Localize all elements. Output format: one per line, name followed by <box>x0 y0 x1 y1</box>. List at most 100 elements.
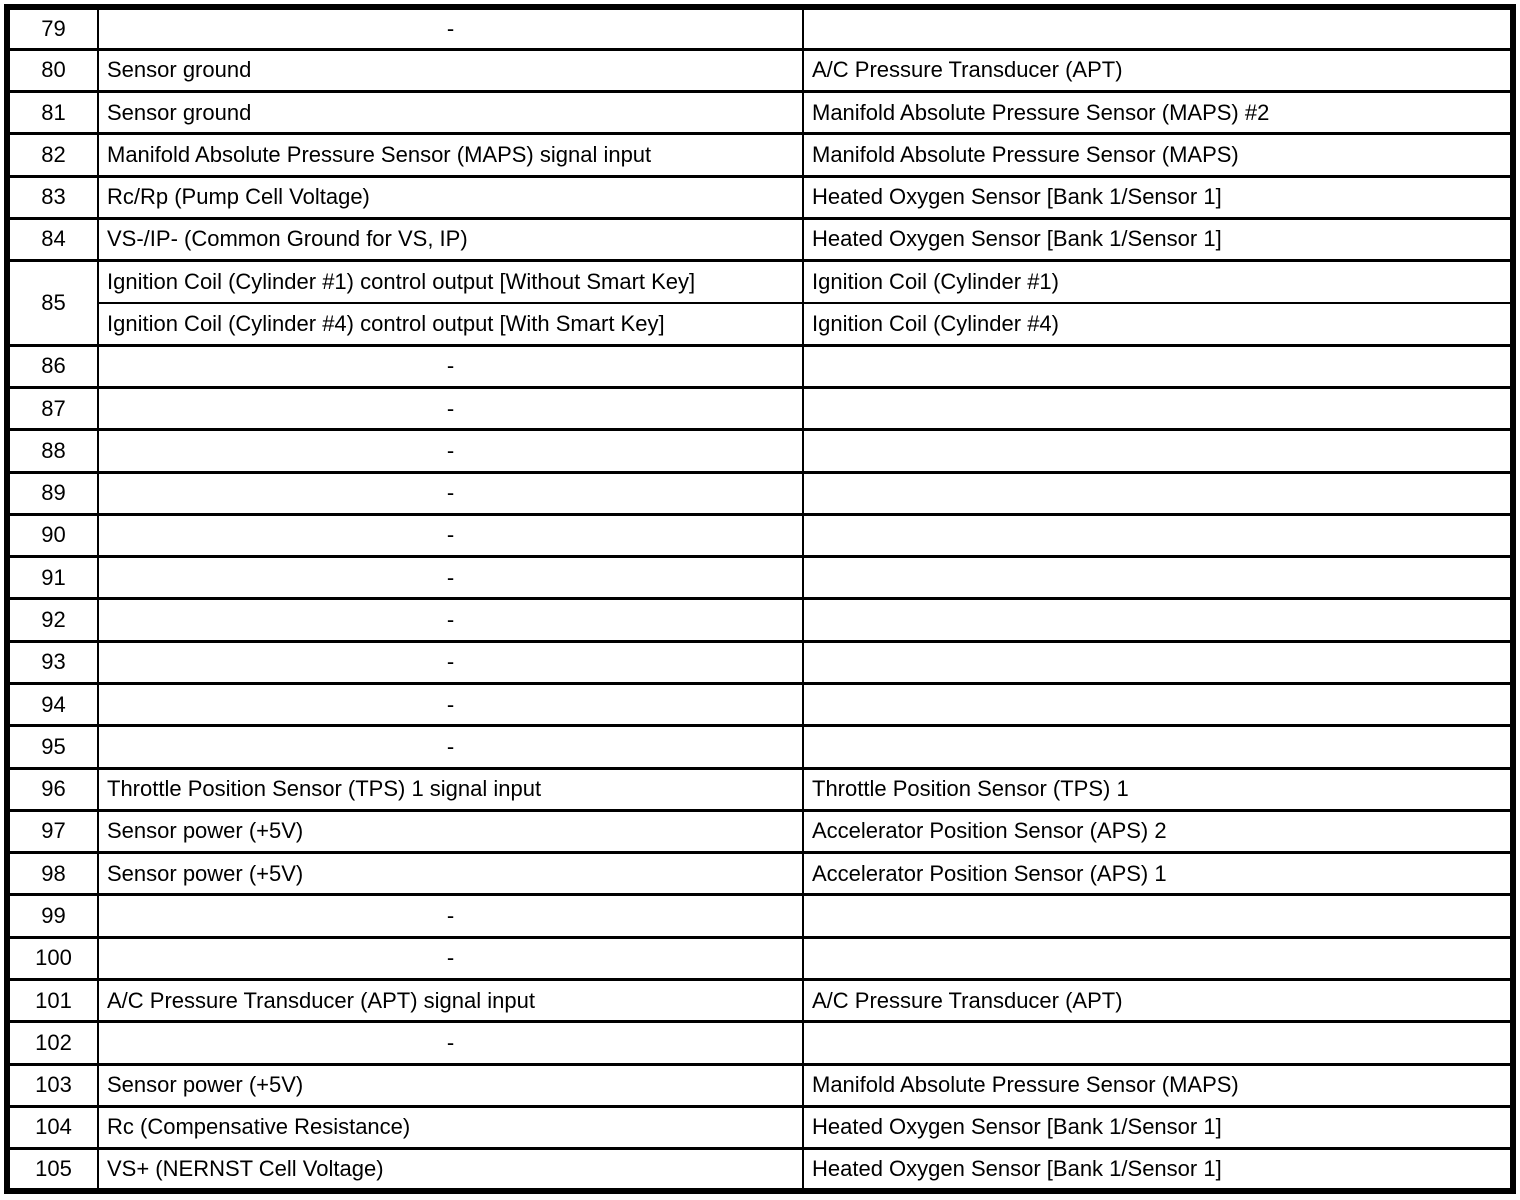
connected-to-cell: Throttle Position Sensor (TPS) 1 <box>802 766 1514 812</box>
table-row: 95 - <box>6 724 1514 770</box>
description-cell: Sensor power (+5V) <box>97 808 804 855</box>
ecu-pinout-table: 79 - 80 Sensor ground A/C Pressure Trans… <box>4 4 1516 1194</box>
pin-cell: 104 <box>6 1104 99 1151</box>
description-cell: Sensor ground <box>97 47 804 94</box>
connected-to-cell: Heated Oxygen Sensor [Bank 1/Sensor 1] <box>802 1104 1514 1151</box>
pin-cell: 102 <box>6 1020 99 1066</box>
table-row: 97 Sensor power (+5V) Accelerator Positi… <box>6 808 1514 855</box>
table-row: 85 Ignition Coil (Cylinder #1) control o… <box>6 259 1514 347</box>
description-cell: - <box>97 428 804 474</box>
description-cell: - <box>97 724 804 770</box>
connected-to-cell: A/C Pressure Transducer (APT) <box>802 977 1514 1024</box>
ecu-pinout-table-body: 79 - 80 Sensor ground A/C Pressure Trans… <box>6 5 1514 1193</box>
pin-cell: 100 <box>6 935 99 981</box>
table-row: 86 - <box>6 343 1514 390</box>
description-cell: Rc (Compensative Resistance) <box>97 1104 804 1151</box>
description-cell: - <box>97 639 804 686</box>
description-cell: - <box>97 681 804 728</box>
pin-cell: 103 <box>6 1062 99 1108</box>
description-cell: - <box>97 597 804 643</box>
table-row: 82 Manifold Absolute Pressure Sensor (MA… <box>6 132 1514 178</box>
table-row: 88 - <box>6 428 1514 474</box>
description-cell: Sensor ground <box>97 90 804 136</box>
connected-to-cell: Heated Oxygen Sensor [Bank 1/Sensor 1] <box>802 216 1514 263</box>
description-cell: - <box>97 5 804 51</box>
table-row: 79 - <box>6 5 1514 51</box>
table-row: 92 - <box>6 597 1514 643</box>
connected-to-cell: Manifold Absolute Pressure Sensor (MAPS) <box>802 132 1514 178</box>
pin-cell: 89 <box>6 470 99 516</box>
pin-cell: 83 <box>6 174 99 220</box>
pin-cell: 90 <box>6 512 99 559</box>
pin-cell: 88 <box>6 428 99 474</box>
table-row: 96 Throttle Position Sensor (TPS) 1 sign… <box>6 766 1514 812</box>
connected-to-cell <box>802 724 1514 770</box>
connected-to-cell: Accelerator Position Sensor (APS) 2 <box>802 808 1514 855</box>
description-cell: - <box>97 893 804 939</box>
connected-to-cell <box>802 1020 1514 1066</box>
description-cell: Ignition Coil (Cylinder #1) control outp… <box>97 259 804 304</box>
pin-cell: 97 <box>6 808 99 855</box>
connected-to-cell <box>802 470 1514 516</box>
pin-cell: 91 <box>6 555 99 601</box>
connected-to-cell <box>802 428 1514 474</box>
pin-cell: 80 <box>6 47 99 94</box>
description-cell: Rc/Rp (Pump Cell Voltage) <box>97 174 804 220</box>
pin-cell: 99 <box>6 893 99 939</box>
pin-cell: 95 <box>6 724 99 770</box>
table-row: 84 VS-/IP- (Common Ground for VS, IP) He… <box>6 216 1514 263</box>
description-cell: Sensor power (+5V) <box>97 1062 804 1108</box>
pin-cell: 82 <box>6 132 99 178</box>
connected-to-cell <box>802 935 1514 981</box>
pin-cell: 96 <box>6 766 99 812</box>
description-cell: - <box>97 343 804 390</box>
connected-to-cell <box>802 5 1514 51</box>
table-row: 105 VS+ (NERNST Cell Voltage) Heated Oxy… <box>6 1147 1514 1193</box>
connected-to-cell <box>802 681 1514 728</box>
pin-cell: 87 <box>6 386 99 432</box>
description-cell: Manifold Absolute Pressure Sensor (MAPS)… <box>97 132 804 178</box>
description-cell: Throttle Position Sensor (TPS) 1 signal … <box>97 766 804 812</box>
table-row: 90 - <box>6 512 1514 559</box>
pin-cell: 84 <box>6 216 99 263</box>
description-cell: Ignition Coil (Cylinder #4) control outp… <box>97 301 804 347</box>
table-row: 101 A/C Pressure Transducer (APT) signal… <box>6 977 1514 1024</box>
connected-to-cell: Manifold Absolute Pressure Sensor (MAPS)… <box>802 90 1514 136</box>
connected-to-cell: Accelerator Position Sensor (APS) 1 <box>802 851 1514 897</box>
description-cell: A/C Pressure Transducer (APT) signal inp… <box>97 977 804 1024</box>
description-cell: - <box>97 555 804 601</box>
pin-cell: 79 <box>6 5 99 51</box>
pin-cell: 101 <box>6 977 99 1024</box>
connected-to-cell <box>802 893 1514 939</box>
table-row: 94 - <box>6 681 1514 728</box>
table-row: 89 - <box>6 470 1514 516</box>
pin-cell: 92 <box>6 597 99 643</box>
table-row: 99 - <box>6 893 1514 939</box>
pin-cell: 81 <box>6 90 99 136</box>
connected-to-cell: Manifold Absolute Pressure Sensor (MAPS) <box>802 1062 1514 1108</box>
pin-cell: 93 <box>6 639 99 686</box>
pin-cell: 86 <box>6 343 99 390</box>
pin-cell: 98 <box>6 851 99 897</box>
description-cell: Sensor power (+5V) <box>97 851 804 897</box>
table-row: 100 - <box>6 935 1514 981</box>
table-row: Ignition Coil (Cylinder #4) control outp… <box>7 301 1514 347</box>
connected-to-cell: Heated Oxygen Sensor [Bank 1/Sensor 1] <box>802 174 1514 220</box>
connected-to-cell <box>802 597 1514 643</box>
table-row: 104 Rc (Compensative Resistance) Heated … <box>6 1104 1514 1151</box>
connected-to-cell <box>802 512 1514 559</box>
table-row: 98 Sensor power (+5V) Accelerator Positi… <box>6 851 1514 897</box>
connected-to-cell <box>802 343 1514 390</box>
connected-to-cell: A/C Pressure Transducer (APT) <box>802 47 1514 94</box>
table-row: 103 Sensor power (+5V) Manifold Absolute… <box>6 1062 1514 1108</box>
description-cell: VS-/IP- (Common Ground for VS, IP) <box>97 216 804 263</box>
description-cell: VS+ (NERNST Cell Voltage) <box>97 1147 804 1193</box>
table-row: 87 - <box>6 386 1514 432</box>
connected-to-cell <box>802 555 1514 601</box>
connected-to-cell <box>802 639 1514 686</box>
connected-to-cell: Ignition Coil (Cylinder #1) <box>802 259 1514 304</box>
description-cell: - <box>97 935 804 981</box>
table-row: 81 Sensor ground Manifold Absolute Press… <box>6 90 1514 136</box>
pin-cell: 94 <box>6 681 99 728</box>
